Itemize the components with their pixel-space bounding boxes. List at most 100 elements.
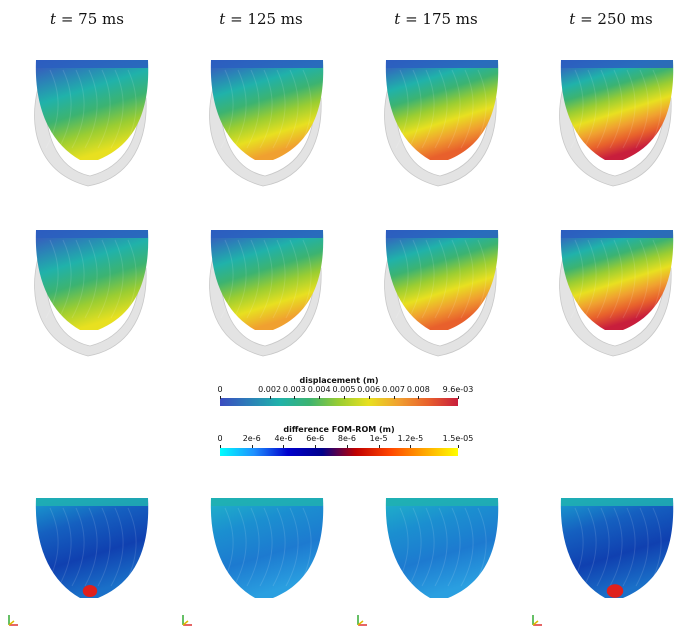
fiber-line	[460, 69, 474, 149]
fiber-line	[408, 507, 422, 587]
fiber-line	[259, 239, 273, 319]
disp-tick-label: 0.006	[357, 385, 381, 394]
diff-tick-mark	[283, 445, 285, 448]
displacement-field-surface	[210, 60, 324, 160]
col-title-75: t = 75 ms	[50, 10, 124, 28]
displacement-field-surface	[385, 230, 499, 330]
fiber-line	[570, 239, 584, 319]
error-hotspot	[82, 585, 98, 597]
diff-tick-label: 1.2e-5	[397, 434, 424, 443]
fiber-line	[285, 507, 299, 587]
displacement-field-surface	[560, 60, 674, 160]
fiber-line	[622, 69, 636, 149]
fiber-line	[45, 239, 59, 319]
disp-tick-label: 0.002	[258, 385, 282, 394]
heart-base-cut	[211, 60, 323, 68]
heart-base-cut	[211, 498, 323, 506]
diff-tick-mark	[346, 445, 348, 448]
axes-orientation-icon	[182, 615, 192, 626]
diff-tick-mark	[378, 445, 380, 448]
col-title-250: t = 250 ms	[569, 10, 653, 28]
fiber-line	[648, 69, 662, 149]
fiber-line	[220, 239, 234, 319]
fiber-line	[583, 239, 597, 319]
error-field-surface	[560, 498, 674, 598]
fiber-line	[110, 69, 124, 149]
fiber-line	[123, 507, 137, 587]
fiber-line	[596, 239, 610, 319]
heart-base-cut	[36, 230, 148, 238]
heart-reference-shell	[34, 87, 147, 187]
heart-panel-rom-1	[34, 230, 149, 357]
heart-base-cut	[386, 498, 498, 506]
fiber-line	[233, 69, 247, 149]
axes-orientation-icon	[532, 615, 542, 626]
heart-panel-fom-4	[559, 60, 674, 187]
diff-tick-mark	[410, 445, 412, 448]
diff-tick-mark	[220, 445, 221, 448]
heart-reference-shell	[209, 257, 322, 357]
heart-reference-shell	[559, 87, 672, 187]
difference-colorbar-title: difference FOM-ROM (m)	[283, 425, 395, 434]
disp-tick-label: 0.003	[282, 385, 306, 394]
heart-panel-diff-2	[210, 498, 324, 598]
fiber-line	[220, 69, 234, 149]
fiber-line	[84, 507, 98, 587]
fiber-line	[298, 507, 312, 587]
disp-tick-mark	[418, 396, 420, 399]
diff-tick-label: 8e-6	[337, 434, 356, 443]
fiber-line	[609, 239, 623, 319]
fiber-line	[434, 507, 448, 587]
heart-panel-fom-3	[384, 60, 499, 187]
displacement-colorbar	[220, 398, 458, 406]
disp-tick-label: 0.007	[382, 385, 405, 394]
fiber-line	[233, 239, 247, 319]
error-field-surface	[35, 498, 149, 598]
heart-base-cut	[561, 230, 673, 238]
fiber-line	[272, 239, 286, 319]
fiber-line	[395, 239, 409, 319]
fiber-line	[622, 239, 636, 319]
disp-tick-label: 0.005	[332, 385, 356, 394]
col-title-125: t = 125 ms	[219, 10, 303, 28]
fiber-line	[58, 507, 72, 587]
heart-reference-shell	[559, 257, 672, 357]
heart-panel-diff-4	[560, 498, 674, 598]
fiber-line	[460, 507, 474, 587]
fiber-line	[298, 69, 312, 149]
disp-tick-mark	[220, 396, 221, 399]
fiber-line	[123, 69, 137, 149]
displacement-field-surface	[385, 60, 499, 160]
error-hotspot	[606, 584, 624, 598]
fiber-line	[395, 69, 409, 149]
fiber-line	[71, 239, 85, 319]
fiber-line	[272, 507, 286, 587]
fiber-line	[110, 239, 124, 319]
fiber-line	[97, 69, 111, 149]
fiber-line	[110, 507, 124, 587]
diff-tick-label: 6e-6	[306, 434, 325, 443]
fiber-line	[648, 239, 662, 319]
fiber-line	[220, 507, 234, 587]
fiber-line	[421, 239, 435, 319]
fiber-line	[71, 507, 85, 587]
fiber-line	[648, 507, 662, 587]
heart-panel-rom-3	[384, 230, 499, 357]
fiber-line	[259, 69, 273, 149]
disp-tick-mark	[294, 396, 296, 399]
fiber-line	[285, 69, 299, 149]
heart-base-cut	[386, 230, 498, 238]
fiber-line	[635, 239, 649, 319]
fiber-line	[272, 69, 286, 149]
heart-base-cut	[36, 498, 148, 506]
fiber-line	[246, 239, 260, 319]
heart-base-cut	[211, 230, 323, 238]
diff-tick-label: 1.5e-05	[442, 434, 474, 443]
heart-base-cut	[386, 60, 498, 68]
col-title-175: t = 175 ms	[394, 10, 478, 28]
error-field-surface	[385, 498, 499, 598]
displacement-field-surface	[35, 230, 149, 330]
fiber-line	[609, 69, 623, 149]
fiber-line	[635, 69, 649, 149]
fiber-line	[259, 507, 273, 587]
